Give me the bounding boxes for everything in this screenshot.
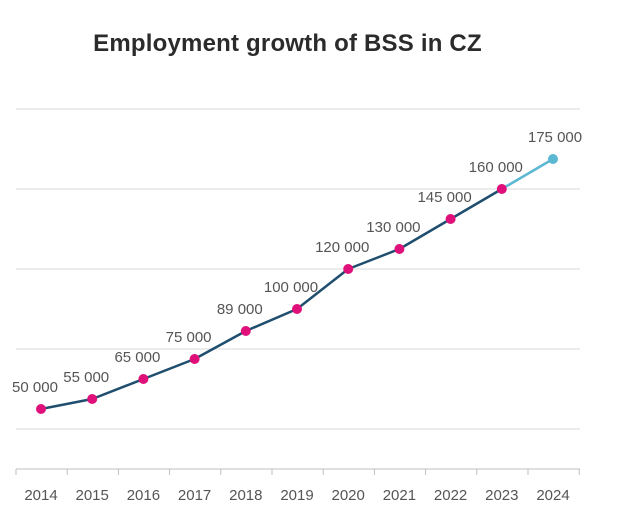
data-point-2023 bbox=[496, 184, 507, 194]
x-tick-label-2023: 2023 bbox=[485, 487, 518, 504]
data-point-2021 bbox=[394, 244, 405, 254]
series-line bbox=[39, 157, 555, 411]
x-tick-label-2017: 2017 bbox=[178, 487, 211, 504]
x-tick-labels: 2014 2015 2016 2017 2018 2019 2020 2021 2022 2023… bbox=[24, 487, 569, 504]
series-line-forecast bbox=[500, 157, 555, 191]
data-point-2017 bbox=[189, 354, 200, 364]
data-label-2024: 175 000 bbox=[528, 129, 582, 146]
data-point-2014 bbox=[36, 404, 46, 414]
x-tick-label-2019: 2019 bbox=[280, 487, 313, 504]
x-axis bbox=[15, 468, 580, 475]
data-label-2019: 100 000 bbox=[264, 279, 318, 296]
data-label-2015: 55 000 bbox=[63, 369, 109, 386]
series-line-actual bbox=[39, 187, 504, 411]
gridlines bbox=[16, 108, 580, 430]
x-tick-label-2014: 2014 bbox=[24, 487, 57, 504]
data-points bbox=[36, 154, 558, 414]
data-point-2019 bbox=[292, 304, 302, 314]
data-label-2021: 130 000 bbox=[366, 219, 420, 236]
x-tick-label-2016: 2016 bbox=[127, 487, 160, 504]
data-point-2024 bbox=[548, 154, 558, 164]
data-label-2018: 89 000 bbox=[217, 301, 263, 318]
data-point-2022 bbox=[445, 214, 456, 224]
chart-title: Employment growth of BSS in CZ bbox=[93, 30, 482, 57]
x-tick-label-2015: 2015 bbox=[76, 487, 109, 504]
data-point-2020 bbox=[343, 264, 354, 274]
data-label-2017: 75 000 bbox=[166, 329, 212, 346]
data-point-2018 bbox=[240, 326, 251, 336]
x-tick-label-2022: 2022 bbox=[434, 487, 467, 504]
x-tick-label-2020: 2020 bbox=[332, 487, 365, 504]
data-label-2020: 120 000 bbox=[315, 239, 369, 256]
data-label-2022: 145 000 bbox=[417, 189, 471, 206]
x-tick-label-2021: 2021 bbox=[383, 487, 416, 504]
data-point-2016 bbox=[138, 374, 149, 384]
data-label-2014: 50 000 bbox=[12, 379, 58, 396]
x-tick-label-2018: 2018 bbox=[229, 487, 262, 504]
data-point-2015 bbox=[87, 394, 98, 404]
data-label-2016: 65 000 bbox=[114, 349, 160, 366]
data-label-2023: 160 000 bbox=[469, 159, 523, 176]
x-tick-label-2024: 2024 bbox=[536, 487, 569, 504]
